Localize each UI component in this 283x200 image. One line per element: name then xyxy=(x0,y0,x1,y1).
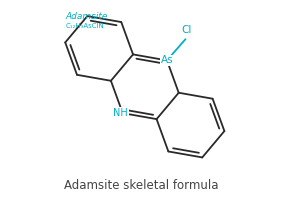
Text: Adamsite skeletal formula: Adamsite skeletal formula xyxy=(64,179,219,192)
Text: NH: NH xyxy=(113,108,128,118)
Text: As: As xyxy=(161,55,173,65)
Text: Cl: Cl xyxy=(181,25,191,35)
Text: Adamsite: Adamsite xyxy=(65,12,108,21)
Text: C₁₂H₉AsClN: C₁₂H₉AsClN xyxy=(65,23,104,29)
